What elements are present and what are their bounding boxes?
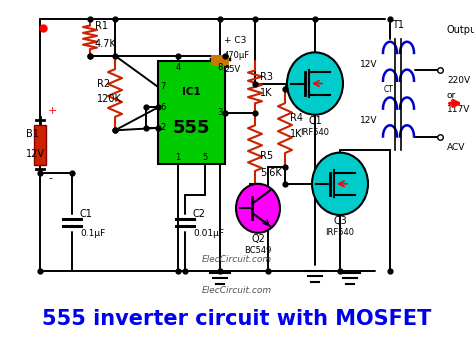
Text: 470μF: 470μF (224, 51, 250, 60)
Text: 555 inverter circuit with MOSFET: 555 inverter circuit with MOSFET (42, 309, 432, 329)
Text: 5: 5 (202, 153, 208, 162)
Text: 3: 3 (218, 108, 223, 117)
Text: IRF540: IRF540 (326, 228, 355, 237)
Text: C1: C1 (80, 209, 93, 219)
Circle shape (287, 52, 343, 115)
Text: ACV: ACV (447, 143, 465, 152)
Text: 7: 7 (160, 82, 165, 91)
Text: 0.1μF: 0.1μF (80, 229, 105, 238)
Text: or: or (447, 91, 456, 100)
Text: 5.6K: 5.6K (260, 168, 282, 178)
Text: BC549: BC549 (244, 246, 272, 255)
Text: 555: 555 (173, 119, 210, 137)
Text: 12V: 12V (26, 149, 45, 159)
Text: + C3: + C3 (224, 36, 246, 45)
Text: 220V: 220V (447, 76, 470, 85)
Text: ElecCircuit.com: ElecCircuit.com (202, 255, 272, 264)
Bar (34, 125, 46, 165)
Text: 6: 6 (160, 103, 165, 112)
Text: B1: B1 (26, 129, 39, 139)
Text: 8: 8 (218, 63, 223, 72)
Text: R3: R3 (260, 72, 273, 82)
Text: ElecCircuit.com: ElecCircuit.com (202, 286, 272, 295)
Text: 12V: 12V (360, 116, 377, 125)
Text: R5: R5 (260, 151, 273, 161)
Text: -: - (48, 173, 52, 183)
Text: C2: C2 (193, 209, 206, 219)
Text: T1: T1 (392, 20, 404, 30)
Text: R1: R1 (95, 21, 108, 31)
Text: 0.01μF: 0.01μF (193, 229, 224, 238)
Text: 117V: 117V (447, 105, 470, 114)
Circle shape (236, 184, 280, 233)
Text: 2: 2 (160, 123, 165, 132)
Text: CT: CT (383, 85, 393, 94)
Text: IC1: IC1 (182, 87, 201, 97)
Bar (158, 61, 225, 164)
Text: Q3: Q3 (333, 216, 347, 226)
Circle shape (312, 153, 368, 215)
Text: Output: Output (447, 25, 474, 35)
Text: 1K: 1K (260, 88, 273, 98)
Text: R4: R4 (290, 113, 303, 123)
Text: 1K: 1K (290, 129, 302, 139)
Text: 120K: 120K (97, 94, 122, 104)
Text: 1: 1 (175, 153, 181, 162)
Text: +: + (48, 107, 57, 116)
Text: 4.7K: 4.7K (95, 39, 117, 49)
Text: 12V: 12V (360, 60, 377, 69)
Text: Q1: Q1 (308, 116, 322, 126)
Text: Q2: Q2 (251, 234, 265, 244)
Bar (211, 55, 229, 66)
Text: 4: 4 (175, 63, 181, 72)
Text: IRF540: IRF540 (301, 128, 329, 137)
Text: 25V: 25V (224, 66, 240, 75)
Text: R2: R2 (97, 79, 110, 89)
